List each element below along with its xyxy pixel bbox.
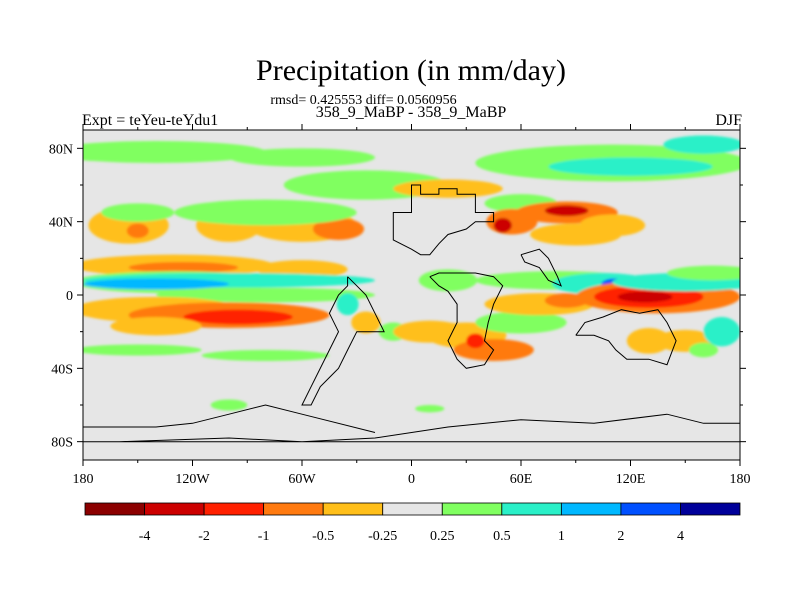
y-tick-label: 40N bbox=[49, 216, 73, 231]
coastline-1 bbox=[301, 276, 385, 406]
anomaly-region-57 bbox=[210, 399, 248, 411]
x-tick-label: 180 bbox=[730, 472, 751, 487]
x-tick-label: 0 bbox=[408, 472, 415, 487]
anomaly-region-48 bbox=[617, 291, 673, 303]
anomaly-region-31 bbox=[110, 317, 202, 336]
x-tick-label: 60E bbox=[510, 472, 533, 487]
anomaly-region-12 bbox=[663, 135, 740, 154]
colorbar-swatch bbox=[560, 502, 622, 516]
colorbar-label: 1 bbox=[558, 529, 565, 544]
colorbar-swatch bbox=[620, 502, 681, 516]
stats-line: rmsd= 0.425553 diff= 0.0560956 bbox=[270, 93, 457, 108]
season-label: DJF bbox=[715, 112, 742, 129]
colorbar-label: -4 bbox=[139, 529, 151, 544]
coastline-0 bbox=[392, 184, 495, 256]
y-axis: 80N 40N 0 40S 80S bbox=[49, 142, 746, 451]
y-tick-label: 80S bbox=[51, 436, 73, 451]
anomaly-field bbox=[83, 135, 740, 413]
anomaly-region-16 bbox=[493, 218, 512, 233]
anomaly-region-32 bbox=[336, 293, 359, 316]
anomaly-region-7 bbox=[101, 203, 175, 222]
x-tick-label: 120W bbox=[175, 472, 210, 487]
x-tick-label: 120E bbox=[616, 472, 646, 487]
anomaly-region-27 bbox=[156, 287, 375, 303]
x-axis: 180 120W 60W 0 60E 120E 180 bbox=[73, 124, 751, 487]
colorbar-label: -2 bbox=[198, 529, 210, 544]
anomaly-region-39 bbox=[466, 333, 485, 349]
anomaly-region-40 bbox=[475, 311, 567, 334]
land-outline bbox=[83, 184, 740, 443]
anomaly-region-50 bbox=[667, 265, 740, 281]
anomaly-region-22 bbox=[128, 262, 239, 273]
anomaly-region-9 bbox=[229, 148, 375, 167]
colorbar-swatch bbox=[144, 502, 205, 516]
anomaly-region-6 bbox=[174, 199, 357, 226]
colorbar-label: 0.25 bbox=[430, 529, 455, 544]
colorbar-label: 4 bbox=[677, 529, 684, 544]
anomaly-region-33 bbox=[351, 311, 381, 334]
colorbar-swatch bbox=[382, 502, 443, 516]
coastline-5 bbox=[520, 248, 563, 287]
y-tick-label: 80N bbox=[49, 142, 73, 157]
colorbar-swatch bbox=[441, 502, 503, 516]
anomaly-region-11 bbox=[548, 157, 713, 176]
anomaly-region-1 bbox=[126, 223, 149, 239]
colorbar: -4 -2 -1 -0.5 -0.25 0.25 0.5 1 2 4 bbox=[84, 502, 741, 544]
anomaly-region-54 bbox=[688, 342, 719, 358]
colorbar-label: 0.5 bbox=[493, 529, 511, 544]
anomaly-region-18 bbox=[544, 205, 589, 217]
colorbar-label: -0.5 bbox=[312, 529, 334, 544]
colorbar-swatch bbox=[203, 502, 265, 516]
anomaly-region-55 bbox=[83, 344, 202, 356]
anomaly-region-58 bbox=[415, 405, 445, 413]
colorbar-swatch bbox=[322, 502, 384, 516]
chart-subtitle: 358_9_MaBP - 358_9_MaBP bbox=[315, 104, 507, 121]
y-tick-label: 40S bbox=[51, 362, 73, 377]
colorbar-label: -0.25 bbox=[368, 529, 397, 544]
anomaly-region-30 bbox=[183, 309, 293, 325]
colorbar-swatch bbox=[501, 502, 562, 516]
coastline-3 bbox=[83, 404, 740, 443]
anomaly-region-53 bbox=[703, 317, 740, 347]
anomaly-region-20 bbox=[579, 214, 646, 237]
x-tick-label: 60W bbox=[288, 472, 316, 487]
anomaly-region-4 bbox=[312, 218, 365, 240]
chart-title: Precipitation (in mm/day) bbox=[256, 54, 566, 87]
colorbar-label: 2 bbox=[617, 529, 624, 544]
colorbar-swatch bbox=[680, 502, 741, 516]
colorbar-label: -1 bbox=[258, 529, 270, 544]
y-tick-label: 0 bbox=[66, 289, 73, 304]
colorbar-swatch bbox=[84, 502, 145, 516]
colorbar-swatch bbox=[263, 502, 324, 516]
anomaly-region-8 bbox=[83, 141, 266, 163]
experiment-label: Expt = teYeu-teYdu1 bbox=[82, 112, 219, 129]
anomaly-region-26 bbox=[83, 278, 229, 290]
coastline-4 bbox=[575, 309, 677, 366]
coastline-2 bbox=[429, 272, 504, 369]
anomaly-region-51 bbox=[626, 328, 671, 354]
x-tick-label: 180 bbox=[73, 472, 94, 487]
anomaly-region-56 bbox=[201, 350, 330, 361]
